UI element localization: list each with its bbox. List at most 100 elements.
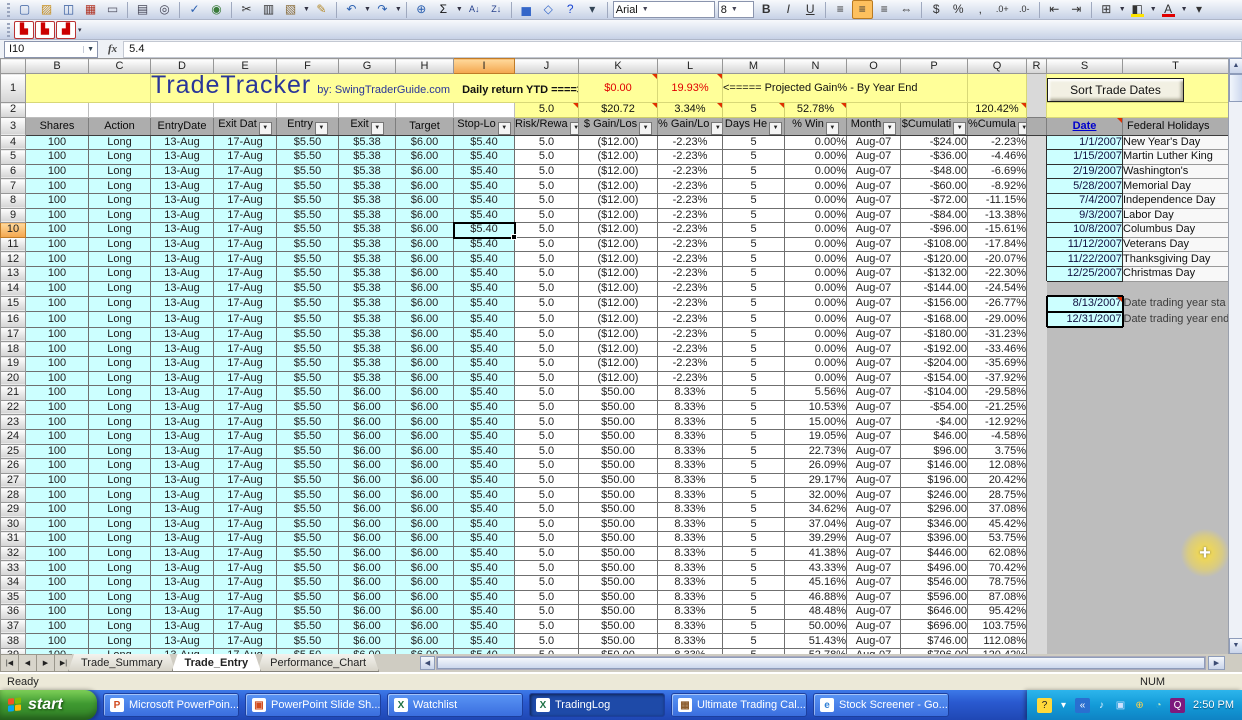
cell[interactable]: 100: [25, 265, 89, 282]
cell[interactable]: $50.00: [578, 472, 658, 489]
cell[interactable]: Aug-07: [846, 604, 901, 620]
column-header-L[interactable]: L: [657, 58, 723, 74]
cell[interactable]: $6.00: [395, 280, 454, 297]
cell[interactable]: 41.38%: [784, 545, 847, 562]
row-header[interactable]: 3: [0, 116, 26, 136]
trading-year-date-cell[interactable]: 8/13/2007: [1045, 295, 1124, 313]
cell[interactable]: 13-Aug: [150, 251, 214, 267]
cell[interactable]: ($12.00): [578, 295, 658, 313]
cell[interactable]: 100: [25, 385, 89, 401]
cell[interactable]: $5.50: [276, 443, 339, 460]
holiday-name-cell[interactable]: New Year's Day: [1122, 134, 1228, 151]
cell[interactable]: $6.00: [338, 604, 396, 620]
cell[interactable]: Long: [88, 458, 151, 474]
cell[interactable]: 48.48%: [784, 604, 847, 620]
holiday-name-cell[interactable]: Christmas Day: [1122, 265, 1228, 282]
cell[interactable]: 0.00%: [784, 295, 847, 313]
cell[interactable]: $50.00: [578, 458, 658, 474]
cell[interactable]: $5.40: [453, 356, 515, 372]
cell[interactable]: $6.00: [338, 399, 396, 416]
column-header-G[interactable]: G: [338, 58, 396, 74]
cell[interactable]: 5.0: [514, 134, 579, 151]
cell[interactable]: -2.23%: [657, 163, 723, 180]
autosum-icon-dropdown[interactable]: ▼: [455, 6, 463, 13]
column-header-P[interactable]: P: [900, 58, 968, 74]
cell[interactable]: [1026, 281, 1047, 297]
decrease-indent-button[interactable]: ⇤: [1049, 2, 1060, 16]
row-header[interactable]: 33: [0, 560, 26, 576]
cell[interactable]: -33.46%: [967, 341, 1027, 357]
cell[interactable]: 13-Aug: [150, 618, 214, 635]
cell[interactable]: -$204.00: [900, 356, 968, 372]
cell[interactable]: $46.00: [900, 428, 968, 445]
cell[interactable]: 13-Aug: [150, 311, 214, 328]
cell[interactable]: $546.00: [900, 574, 968, 591]
cell[interactable]: $5.50: [276, 356, 339, 372]
cell[interactable]: 70.42%: [967, 560, 1027, 576]
cell[interactable]: -2.23%: [657, 356, 723, 372]
cell[interactable]: $5.50: [276, 545, 339, 562]
cell[interactable]: $5.38: [338, 207, 396, 224]
cell[interactable]: $5.40: [453, 487, 515, 503]
cell[interactable]: 5: [722, 326, 785, 343]
cell[interactable]: $246.00: [900, 487, 968, 503]
cell[interactable]: -4.58%: [967, 428, 1027, 445]
cell[interactable]: 5.0: [514, 399, 579, 416]
cell[interactable]: Aug-07: [846, 545, 901, 562]
cell[interactable]: 5.0: [514, 341, 579, 357]
first-sheet-button[interactable]: |◀: [0, 654, 18, 672]
holiday-date-cell[interactable]: 7/4/2007: [1046, 192, 1123, 209]
cell[interactable]: -$156.00: [900, 295, 968, 313]
cell[interactable]: $5.38: [338, 134, 396, 151]
cell[interactable]: 17-Aug: [213, 399, 277, 416]
cell[interactable]: 5.0: [514, 618, 579, 635]
save-icon[interactable]: ◫: [62, 2, 75, 16]
row-header[interactable]: 32: [0, 545, 26, 562]
cell[interactable]: 95.42%: [967, 604, 1027, 620]
cell[interactable]: 5: [722, 428, 785, 445]
cell[interactable]: 5: [722, 501, 785, 518]
cell[interactable]: ($12.00): [578, 207, 658, 224]
cell[interactable]: 50.00%: [784, 618, 847, 635]
redo-icon[interactable]: ↷: [377, 2, 388, 16]
cell[interactable]: 22.73%: [784, 443, 847, 460]
column-header-C[interactable]: C: [88, 58, 151, 74]
cell[interactable]: $5.50: [276, 414, 339, 430]
cell[interactable]: ($12.00): [578, 178, 658, 194]
cell[interactable]: 13-Aug: [150, 326, 214, 343]
cell[interactable]: 5.0: [514, 545, 579, 562]
cell[interactable]: 17-Aug: [213, 633, 277, 649]
cell[interactable]: [1026, 444, 1047, 459]
volume-icon[interactable]: ♪: [1099, 699, 1105, 711]
email-icon[interactable]: ▭: [106, 2, 119, 16]
cell[interactable]: 62.08%: [967, 545, 1027, 562]
cell[interactable]: 17-Aug: [213, 560, 277, 576]
cell[interactable]: $5.38: [338, 311, 396, 328]
cell[interactable]: 8.33%: [657, 458, 723, 474]
cell[interactable]: $6.00: [395, 265, 454, 282]
sheet-tab-performance_chart[interactable]: Performance_Chart: [257, 654, 379, 672]
cell[interactable]: 100: [25, 487, 89, 503]
cell[interactable]: -21.25%: [967, 399, 1027, 416]
cell[interactable]: Long: [88, 163, 151, 180]
cell[interactable]: $50.00: [578, 487, 658, 503]
cell[interactable]: Aug-07: [846, 458, 901, 474]
cell[interactable]: 5: [722, 311, 785, 328]
cell[interactable]: $5.50: [276, 574, 339, 591]
cell[interactable]: $5.38: [338, 149, 396, 165]
row-header[interactable]: 7: [0, 178, 26, 194]
paste-icon[interactable]: ▧: [284, 2, 297, 16]
cell[interactable]: 5.0: [514, 574, 579, 591]
permission-icon[interactable]: ▦: [84, 2, 97, 16]
column-filter-header[interactable]: %Cumula▼: [967, 116, 1027, 136]
cell[interactable]: $5.40: [453, 251, 515, 267]
redo-icon-dropdown[interactable]: ▼: [394, 6, 402, 13]
cell[interactable]: 37.08%: [967, 501, 1027, 518]
cell[interactable]: 17-Aug: [213, 311, 277, 328]
cell[interactable]: Aug-07: [846, 280, 901, 297]
cell[interactable]: Long: [88, 531, 151, 547]
cell[interactable]: -4.46%: [967, 149, 1027, 165]
cell[interactable]: Aug-07: [846, 178, 901, 194]
cell[interactable]: $6.00: [338, 633, 396, 649]
cell[interactable]: Aug-07: [846, 295, 901, 313]
